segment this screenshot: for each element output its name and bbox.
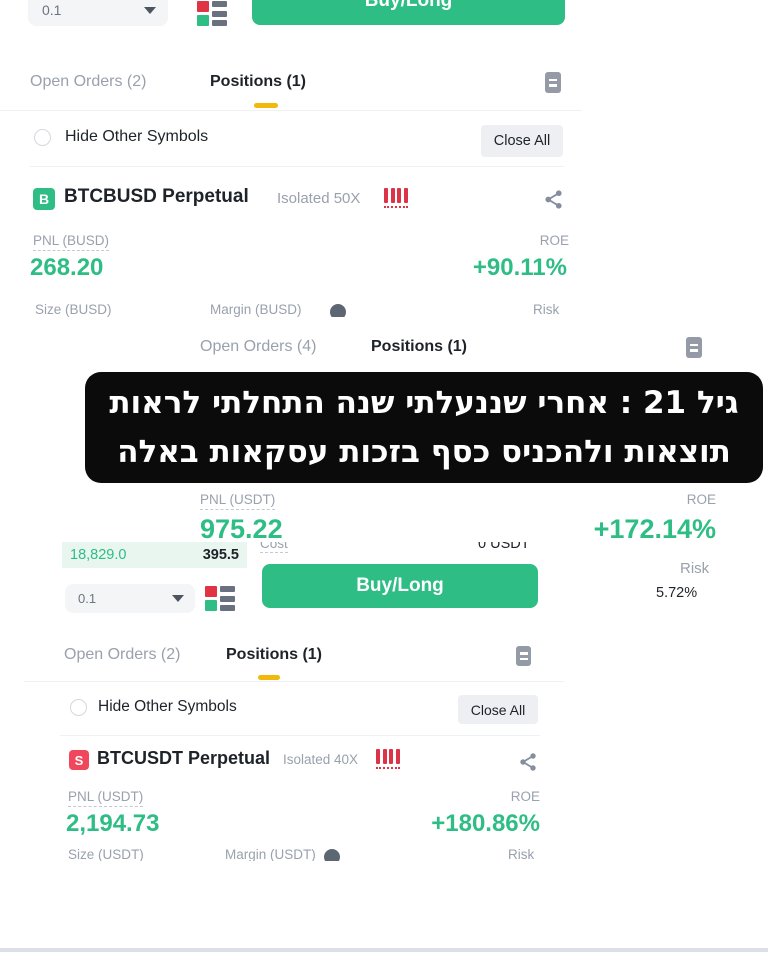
side-badge-buy: B (33, 188, 55, 210)
margin-mode-label[interactable]: Isolated 40X (283, 752, 359, 767)
hide-other-symbols-radio[interactable] (34, 129, 51, 146)
close-all-label: Close All (493, 133, 551, 149)
order-history-icon[interactable] (686, 337, 702, 358)
position-symbol[interactable]: BTCUSDT Perpetual (97, 748, 271, 768)
tab-positions-2[interactable]: Positions (1) (371, 338, 468, 355)
share-icon[interactable] (518, 752, 538, 777)
margin-mode-label[interactable]: Isolated 50X (277, 190, 361, 207)
close-all-button[interactable]: Close All (481, 125, 563, 157)
buy-long-button[interactable]: Buy/Long (252, 0, 565, 25)
margin-label: Margin (BUSD) (210, 302, 302, 317)
risk-label: Risk (533, 302, 560, 317)
pnl-value: 268.20 (30, 254, 104, 281)
roe-value: +180.86% (431, 810, 540, 837)
chevron-down-icon (172, 595, 184, 602)
cost-label: Cost (260, 542, 288, 553)
orderbook-price: 18,829.0 (70, 547, 127, 563)
cost-value: 0 USDT (478, 542, 530, 552)
side-badge-letter: S (74, 752, 84, 768)
buy-long-label: Buy/Long (364, 0, 453, 11)
divider (30, 166, 564, 167)
hide-other-symbols-radio[interactable] (70, 699, 87, 716)
roe-label: ROE (510, 789, 540, 804)
divider (0, 110, 582, 111)
size-label: Size (BUSD) (35, 302, 112, 317)
buy-long-label: Buy/Long (356, 575, 444, 596)
share-icon[interactable] (543, 189, 564, 215)
quantity-value: 0.1 (42, 2, 62, 18)
position-symbol[interactable]: BTCBUSD Perpetual (64, 186, 249, 207)
pnl-label[interactable]: PNL (BUSD) (33, 233, 110, 251)
meme-caption: גיל 21 : אחרי שננעלתי שנה התחלתי לראות ת… (85, 372, 763, 483)
tab-positions[interactable]: Positions (1) (226, 646, 323, 663)
countdown-clock-icon (324, 849, 340, 861)
roe-value: +90.11% (472, 254, 567, 281)
roe-label: ROE (539, 233, 569, 248)
divider (60, 735, 540, 736)
bottom-edge-line (0, 948, 768, 952)
roe-value: +172.14% (593, 514, 716, 544)
quantity-value: 0.1 (78, 591, 97, 606)
pnl-label[interactable]: PNL (USDT) (68, 789, 144, 807)
cost-row-clipped: Cost 0 USDT (258, 542, 548, 559)
countdown-clock-icon (330, 304, 346, 317)
hide-other-symbols-label: Hide Other Symbols (65, 128, 209, 145)
active-tab-underline (258, 675, 280, 680)
position-detail-row-clipped: Size (BUSD) Margin (BUSD) Risk (0, 302, 600, 317)
orderbook-row[interactable]: 18,829.0 395.5 (62, 542, 247, 568)
position-detail-row-clipped: Size (USDT) Margin (USDT) Risk (0, 847, 600, 861)
risk-label: Risk (680, 560, 710, 577)
trade-panel-layout-icon[interactable] (205, 586, 235, 611)
pnl-value: 975.22 (200, 514, 283, 544)
chevron-down-icon (144, 7, 156, 14)
tab-open-orders-2[interactable]: Open Orders (4) (200, 338, 317, 355)
meme-caption-line1: גיל 21 : אחרי שננעלתי שנה התחלתי לראות (109, 385, 739, 421)
margin-label: Margin (USDT) (225, 847, 316, 861)
hide-other-symbols-label: Hide Other Symbols (98, 698, 237, 715)
leverage-bars-icon[interactable] (384, 188, 408, 208)
quantity-dropdown[interactable]: 0.1 (65, 584, 195, 613)
tab-open-orders[interactable]: Open Orders (2) (30, 73, 147, 90)
risk-value: 5.72% (656, 585, 698, 598)
active-tab-underline (254, 103, 278, 108)
side-badge-letter: B (38, 191, 50, 207)
close-all-label: Close All (470, 701, 526, 718)
divider (24, 681, 564, 682)
tab-open-orders[interactable]: Open Orders (2) (64, 646, 181, 663)
order-history-icon[interactable] (545, 72, 561, 93)
size-label: Size (USDT) (68, 847, 144, 861)
tab-positions[interactable]: Positions (1) (210, 73, 307, 90)
side-badge-sell: S (69, 750, 89, 770)
leverage-bars-icon[interactable] (376, 749, 400, 769)
close-all-button[interactable]: Close All (458, 695, 538, 724)
risk-value-clipped: 5.72% (650, 585, 710, 598)
order-history-icon[interactable] (516, 646, 531, 666)
pnl-label[interactable]: PNL (USDT) (200, 492, 276, 510)
quantity-dropdown[interactable]: 0.1 (28, 0, 168, 26)
buy-long-button[interactable]: Buy/Long (262, 564, 538, 608)
meme-caption-line2: תוצאות ולהכניס כסף בזכות עסקאות באלה (117, 434, 731, 470)
orderbook-amount: 395.5 (202, 547, 239, 563)
risk-label: Risk (508, 847, 535, 861)
roe-label: ROE (686, 492, 716, 507)
trade-panel-layout-icon[interactable] (197, 1, 227, 26)
pnl-value: 2,194.73 (66, 810, 160, 837)
